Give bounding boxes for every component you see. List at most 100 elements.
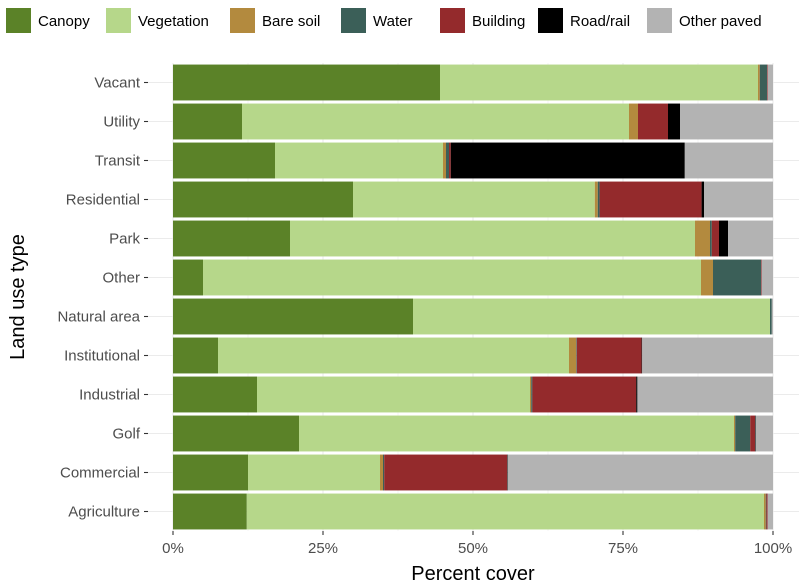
bar-commercial-road-rail: [507, 454, 508, 491]
x-tick-label: 75%: [608, 540, 638, 557]
bar-golf-road-rail: [755, 415, 756, 452]
legend-swatch: [230, 8, 255, 33]
bar-industrial-vegetation: [257, 376, 530, 413]
bar-residential-building: [599, 181, 702, 218]
bar-other-vegetation: [203, 259, 701, 296]
bar-group-institutional: [173, 337, 773, 374]
bar-transit-bare-soil: [443, 142, 446, 179]
bar-commercial-water: [383, 454, 385, 491]
bar-golf-water: [735, 415, 751, 452]
x-tick-label: 50%: [458, 540, 488, 557]
bar-agriculture-other-paved: [767, 493, 773, 530]
bar-agriculture-canopy: [173, 493, 247, 530]
bar-golf-canopy: [173, 415, 299, 452]
bar-park-canopy: [173, 220, 290, 257]
bar-natural-area-vegetation: [413, 298, 770, 335]
bar-golf-building: [750, 415, 755, 452]
y-tick-label: Commercial: [60, 465, 140, 482]
bar-commercial-building: [384, 454, 508, 491]
x-tick-label: 0%: [162, 540, 184, 557]
legend-label: Vegetation: [138, 13, 209, 30]
y-tick-label: Industrial: [79, 387, 140, 404]
bars: [173, 64, 773, 530]
bar-other-bare-soil: [701, 259, 713, 296]
bar-institutional-other-paved: [642, 337, 773, 374]
legend-swatch: [538, 8, 563, 33]
legend-label: Bare soil: [262, 13, 320, 30]
bar-park-vegetation: [290, 220, 695, 257]
bar-transit-other-paved: [684, 142, 773, 179]
bar-natural-area-other-paved: [771, 298, 773, 335]
y-tick-label: Agriculture: [68, 504, 140, 521]
bar-golf-bare-soil: [734, 415, 736, 452]
bar-group-transit: [173, 142, 773, 179]
bar-park-bare-soil: [695, 220, 710, 257]
y-tick-label: Transit: [95, 153, 141, 170]
y-tick-label: Natural area: [57, 309, 140, 326]
bar-natural-area-canopy: [173, 298, 413, 335]
legend-label: Canopy: [38, 13, 90, 30]
bar-institutional-road-rail: [641, 337, 643, 374]
bar-vacant-bare-soil: [758, 64, 760, 101]
y-axis-title: Land use type: [7, 234, 29, 360]
bar-group-park: [173, 220, 773, 257]
bar-agriculture-vegetation: [246, 493, 765, 530]
bar-park-building: [711, 220, 719, 257]
y-tick-label: Park: [109, 231, 140, 248]
bar-commercial-canopy: [173, 454, 248, 491]
bar-group-golf: [173, 415, 773, 452]
y-axis: Vacant Utility Transit Residential Park Other…: [57, 75, 148, 521]
bar-golf-other-paved: [755, 415, 773, 452]
bar-transit-road-rail: [450, 142, 685, 179]
legend-label: Other paved: [679, 13, 762, 30]
bar-golf-vegetation: [299, 415, 734, 452]
x-tick-label: 100%: [754, 540, 792, 557]
x-axis: 0% 25% 50% 75% 100%: [162, 531, 792, 557]
bar-group-vacant: [173, 64, 773, 101]
legend-item-canopy: Canopy: [6, 8, 90, 33]
bar-industrial-water: [531, 376, 533, 413]
y-tick-label: Residential: [66, 192, 140, 209]
legend-item-vegetation: Vegetation: [106, 8, 209, 33]
bar-vacant-building: [767, 64, 768, 101]
bar-residential-water: [597, 181, 600, 218]
legend-item-other-paved: Other paved: [647, 8, 762, 33]
legend-swatch: [341, 8, 366, 33]
x-tick-label: 25%: [308, 540, 338, 557]
bar-industrial-bare-soil: [530, 376, 532, 413]
bar-vacant-water: [759, 64, 767, 101]
bar-utility-canopy: [173, 103, 242, 140]
plot-area: 0% 25% 50% 75% 100% Vacant Utility Transit Resi…: [57, 63, 799, 557]
legend-item-water: Water: [341, 8, 412, 33]
bar-park-water: [710, 220, 712, 257]
bar-institutional-building: [576, 337, 642, 374]
bar-utility-road-rail: [668, 103, 680, 140]
bar-residential-bare-soil: [594, 181, 598, 218]
bar-commercial-other-paved: [507, 454, 773, 491]
bar-residential-road-rail: [701, 181, 704, 218]
bar-institutional-canopy: [173, 337, 218, 374]
bar-transit-vegetation: [275, 142, 443, 179]
bar-residential-canopy: [173, 181, 353, 218]
legend-label: Building: [472, 13, 525, 30]
bar-other-other-paved: [761, 259, 773, 296]
bar-other-canopy: [173, 259, 203, 296]
y-tick-label: Utility: [103, 114, 140, 131]
bar-institutional-bare-soil: [569, 337, 577, 374]
bar-other-water: [713, 259, 761, 296]
bar-group-industrial: [173, 376, 773, 413]
bar-agriculture-bare-soil: [764, 493, 766, 530]
legend-item-building: Building: [440, 8, 525, 33]
legend-swatch: [647, 8, 672, 33]
legend-label: Water: [373, 13, 412, 30]
bar-group-other: [173, 259, 773, 296]
legend-label: Road/rail: [570, 13, 630, 30]
y-tick-label: Other: [102, 270, 140, 287]
bar-residential-vegetation: [353, 181, 595, 218]
bar-industrial-road-rail: [636, 376, 638, 413]
bar-group-utility: [173, 103, 773, 140]
bar-natural-area-water: [770, 298, 772, 335]
bar-industrial-canopy: [173, 376, 257, 413]
bar-industrial-building: [532, 376, 637, 413]
